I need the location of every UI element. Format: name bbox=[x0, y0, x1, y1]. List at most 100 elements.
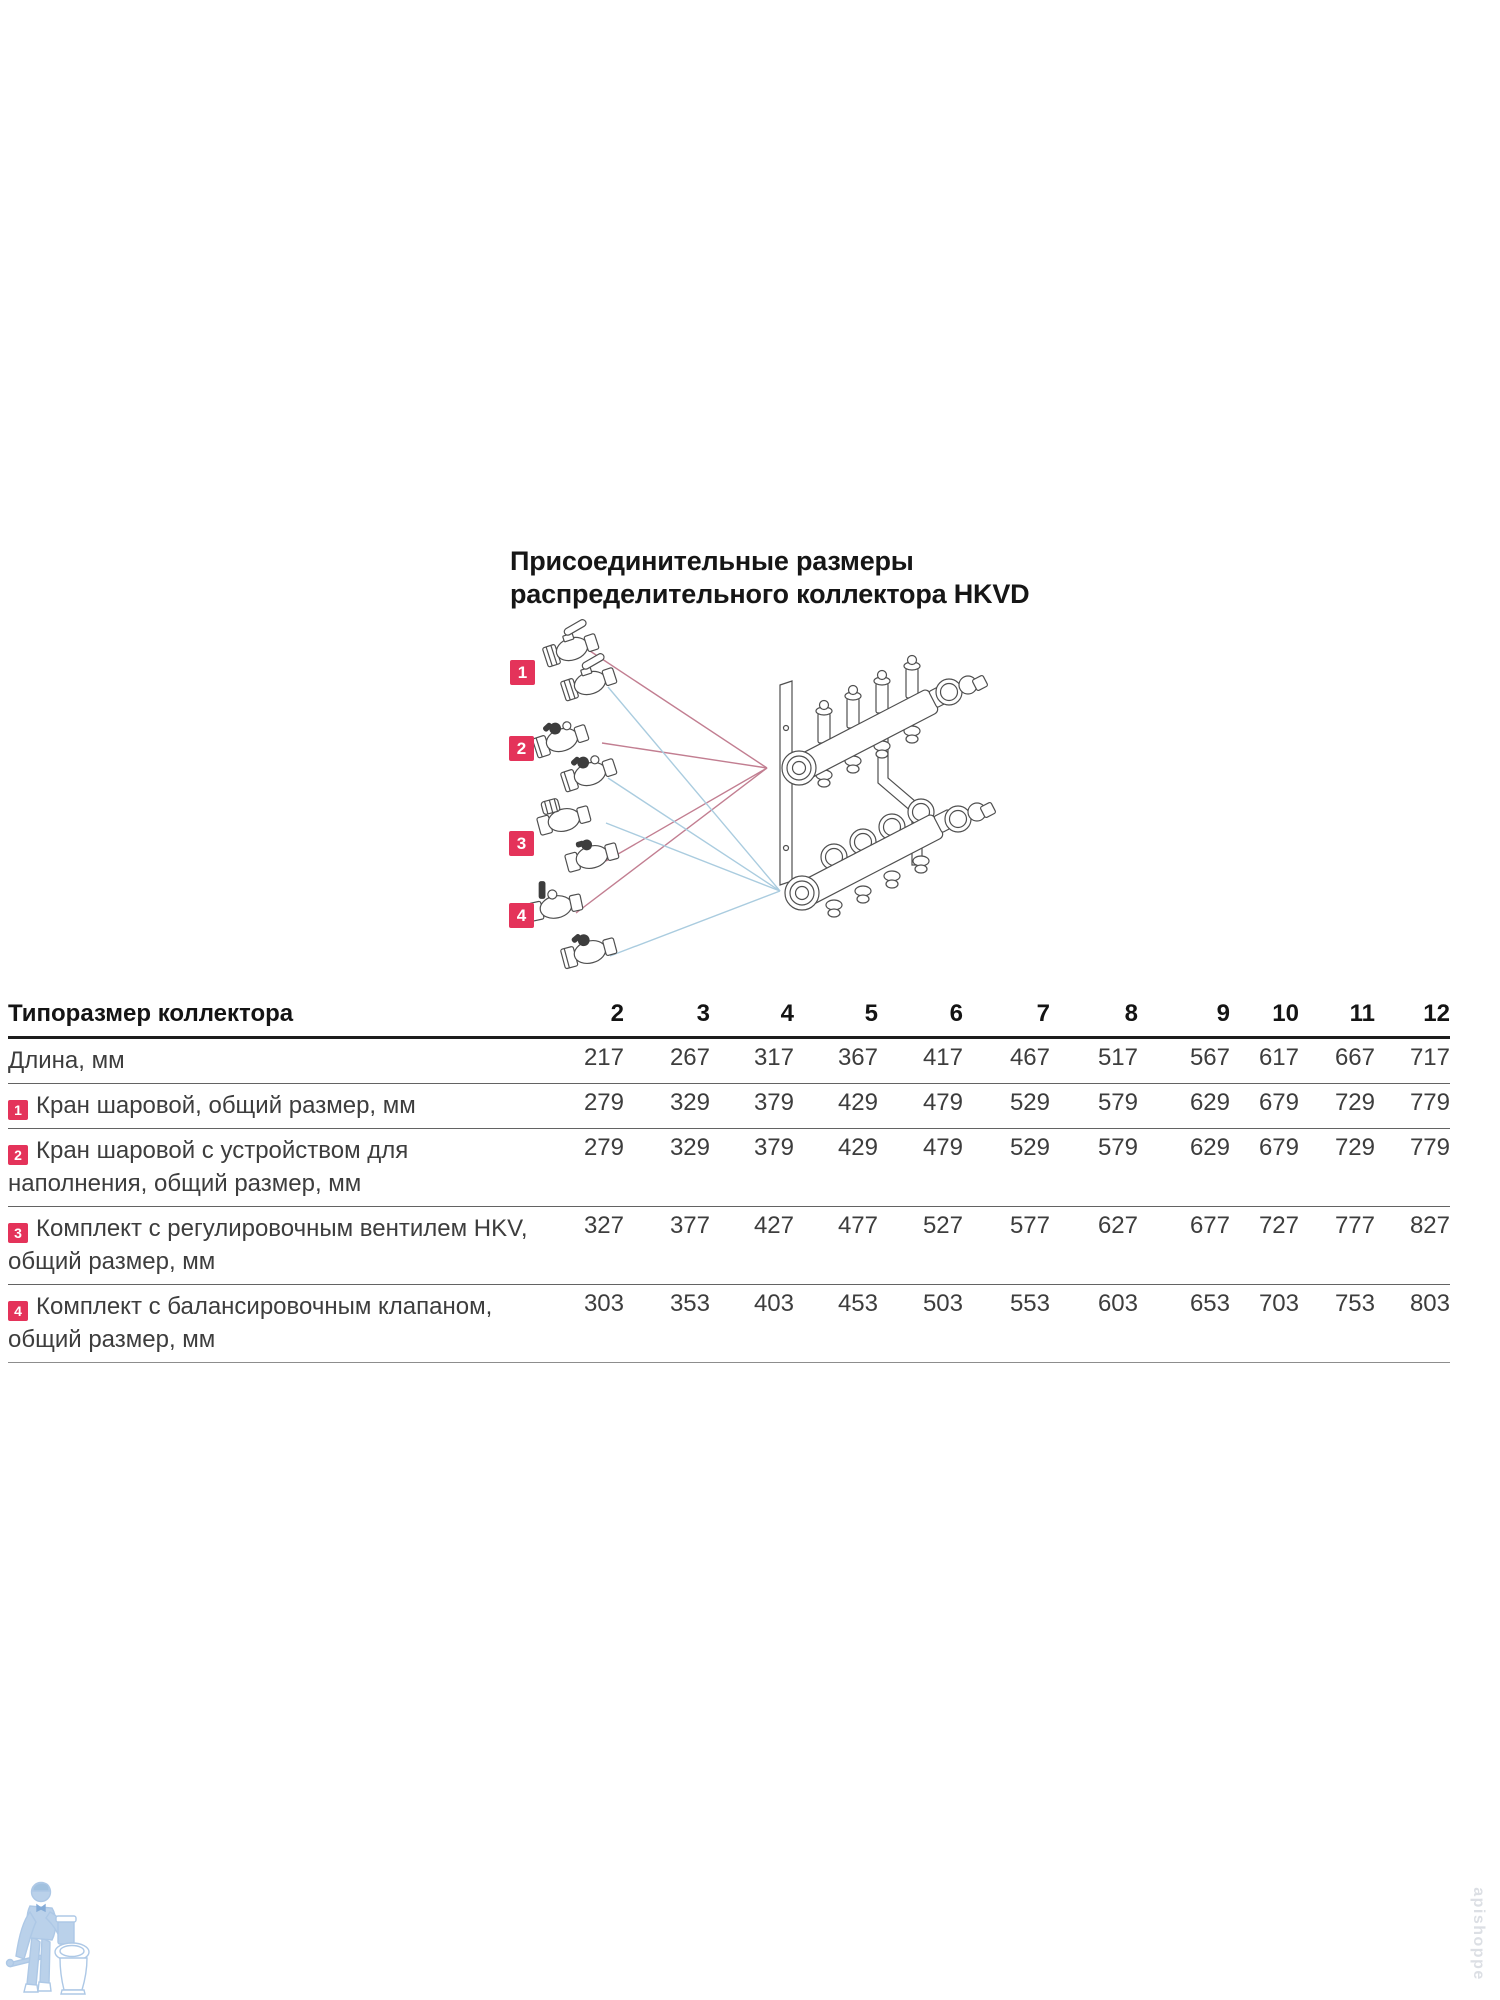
size-column-10: 10 bbox=[1272, 1000, 1299, 1027]
callout-number-2: 2 bbox=[517, 739, 526, 758]
page-title: Присоединительные размеры распределитель… bbox=[510, 545, 1070, 611]
cell-value: 279 bbox=[583, 1089, 624, 1116]
row-label-text: Кран шаровой, общий размер, мм bbox=[36, 1092, 416, 1119]
size-column-5: 5 bbox=[864, 1000, 878, 1027]
cell-value: 529 bbox=[1009, 1134, 1050, 1161]
size-column-8: 8 bbox=[1124, 1000, 1138, 1027]
ball-valve-icon bbox=[542, 619, 600, 668]
size-column-4: 4 bbox=[780, 1000, 794, 1027]
row-marker-1: 1 bbox=[8, 1100, 28, 1120]
cell-value: 479 bbox=[922, 1134, 963, 1161]
size-column-3: 3 bbox=[696, 1000, 710, 1027]
cell-value: 727 bbox=[1258, 1212, 1299, 1239]
cell-value: 367 bbox=[837, 1044, 878, 1071]
callout-badge-3: 3 bbox=[509, 831, 534, 856]
regulating-valve-icon bbox=[564, 839, 620, 873]
supply-lines bbox=[575, 650, 768, 914]
regulating-valve-icon bbox=[536, 798, 592, 836]
row-label: 2 Кран шаровой с устройством для наполнен… bbox=[8, 1129, 543, 1207]
return-lines bbox=[605, 686, 781, 957]
cell-value: 617 bbox=[1258, 1044, 1299, 1071]
cell-value: 267 bbox=[669, 1044, 710, 1071]
cell-value: 827 bbox=[1409, 1212, 1450, 1239]
manifold-lower-rail bbox=[784, 798, 996, 918]
cell-value: 629 bbox=[1189, 1134, 1230, 1161]
cell-value: 729 bbox=[1334, 1134, 1375, 1161]
cell-value: 553 bbox=[1009, 1290, 1050, 1317]
cell-value: 629 bbox=[1189, 1089, 1230, 1116]
cell-value: 327 bbox=[583, 1212, 624, 1239]
cell-value: 579 bbox=[1097, 1089, 1138, 1116]
row-marker-3: 3 bbox=[8, 1223, 28, 1243]
cell-value: 667 bbox=[1334, 1044, 1375, 1071]
cell-value: 279 bbox=[583, 1134, 624, 1161]
cell-value: 777 bbox=[1334, 1212, 1375, 1239]
cell-value: 779 bbox=[1409, 1089, 1450, 1116]
cell-value: 717 bbox=[1409, 1044, 1450, 1071]
cell-value: 577 bbox=[1009, 1212, 1050, 1239]
manifold-illustration bbox=[779, 654, 996, 918]
row-label: 4 Комплект с балансировочным клапаном, об… bbox=[8, 1285, 543, 1363]
callout-badge-1: 1 bbox=[510, 660, 535, 685]
cell-value: 217 bbox=[583, 1044, 624, 1071]
cell-value: 653 bbox=[1189, 1290, 1230, 1317]
cell-value: 529 bbox=[1009, 1089, 1050, 1116]
size-column-2: 2 bbox=[610, 1000, 624, 1027]
cell-value: 429 bbox=[837, 1134, 878, 1161]
manifold-diagram-canvas: 1 2 3 4 bbox=[509, 619, 996, 970]
cell-value: 317 bbox=[753, 1044, 794, 1071]
cell-value: 779 bbox=[1409, 1134, 1450, 1161]
size-column-12: 12 bbox=[1423, 1000, 1450, 1027]
cell-value: 503 bbox=[922, 1290, 963, 1317]
cell-value: 427 bbox=[753, 1212, 794, 1239]
cell-value: 517 bbox=[1097, 1044, 1138, 1071]
cell-value: 353 bbox=[669, 1290, 710, 1317]
row-label: Длина, мм bbox=[8, 1047, 125, 1074]
row-label: 3 Комплект с регулировочным вентилем HKV,… bbox=[8, 1207, 543, 1285]
table-row-balancing-set: 4 Комплект с балансировочным клапаном, об… bbox=[8, 1285, 1450, 1363]
cell-value: 329 bbox=[669, 1089, 710, 1116]
vertical-watermark-text: apishoppe bbox=[1470, 1887, 1487, 1981]
cell-value: 679 bbox=[1258, 1089, 1299, 1116]
cell-value: 679 bbox=[1258, 1134, 1299, 1161]
cell-value: 417 bbox=[922, 1044, 963, 1071]
dimensions-table: Типоразмер коллектора 2 3 4 5 6 7 8 9 10… bbox=[8, 997, 1450, 1363]
cell-value: 527 bbox=[922, 1212, 963, 1239]
cell-value: 703 bbox=[1258, 1290, 1299, 1317]
cell-value: 567 bbox=[1189, 1044, 1230, 1071]
row-label: 1 Кран шаровой, общий размер, мм bbox=[8, 1084, 543, 1129]
cell-value: 329 bbox=[669, 1134, 710, 1161]
cell-value: 479 bbox=[922, 1089, 963, 1116]
cell-value: 753 bbox=[1334, 1290, 1375, 1317]
callout-badge-2: 2 bbox=[509, 736, 534, 761]
cell-value: 453 bbox=[837, 1290, 878, 1317]
row-label-text: Комплект с балансировочным клапаном, общ… bbox=[8, 1293, 493, 1353]
cell-value: 579 bbox=[1097, 1134, 1138, 1161]
row-marker-2: 2 bbox=[8, 1145, 28, 1165]
cell-value: 803 bbox=[1409, 1290, 1450, 1317]
filling-valve-icon bbox=[560, 755, 618, 793]
callout-number-1: 1 bbox=[518, 663, 527, 682]
page-title-line2: распределительного коллектора HKVD bbox=[510, 579, 1030, 609]
table-row-ball-valve: 1 Кран шаровой, общий размер, мм 279 329 … bbox=[8, 1084, 1450, 1129]
ball-valve-icon bbox=[560, 653, 618, 702]
cell-value: 603 bbox=[1097, 1290, 1138, 1317]
callout-number-4: 4 bbox=[517, 906, 527, 925]
filling-valve-icon bbox=[532, 721, 590, 759]
cell-value: 729 bbox=[1334, 1089, 1375, 1116]
size-column-9: 9 bbox=[1216, 1000, 1230, 1027]
plumber-with-toilet-icon bbox=[5, 1881, 90, 1995]
manifold-upper-rail bbox=[781, 654, 988, 788]
callout-badge-4: 4 bbox=[509, 903, 534, 928]
table-header-row: Типоразмер коллектора 2 3 4 5 6 7 8 9 10… bbox=[8, 997, 1450, 1038]
cell-value: 379 bbox=[753, 1134, 794, 1161]
cell-value: 467 bbox=[1009, 1044, 1050, 1071]
table-row-length: Длина, мм 217 267 317 367 417 467 517 56… bbox=[8, 1038, 1450, 1084]
table-row-filling-valve: 2 Кран шаровой с устройством для наполнен… bbox=[8, 1129, 1450, 1207]
cell-value: 403 bbox=[753, 1290, 794, 1317]
size-column-6: 6 bbox=[949, 1000, 963, 1027]
cell-value: 379 bbox=[753, 1089, 794, 1116]
cell-value: 627 bbox=[1097, 1212, 1138, 1239]
table-header-label: Типоразмер коллектора bbox=[8, 1000, 294, 1027]
